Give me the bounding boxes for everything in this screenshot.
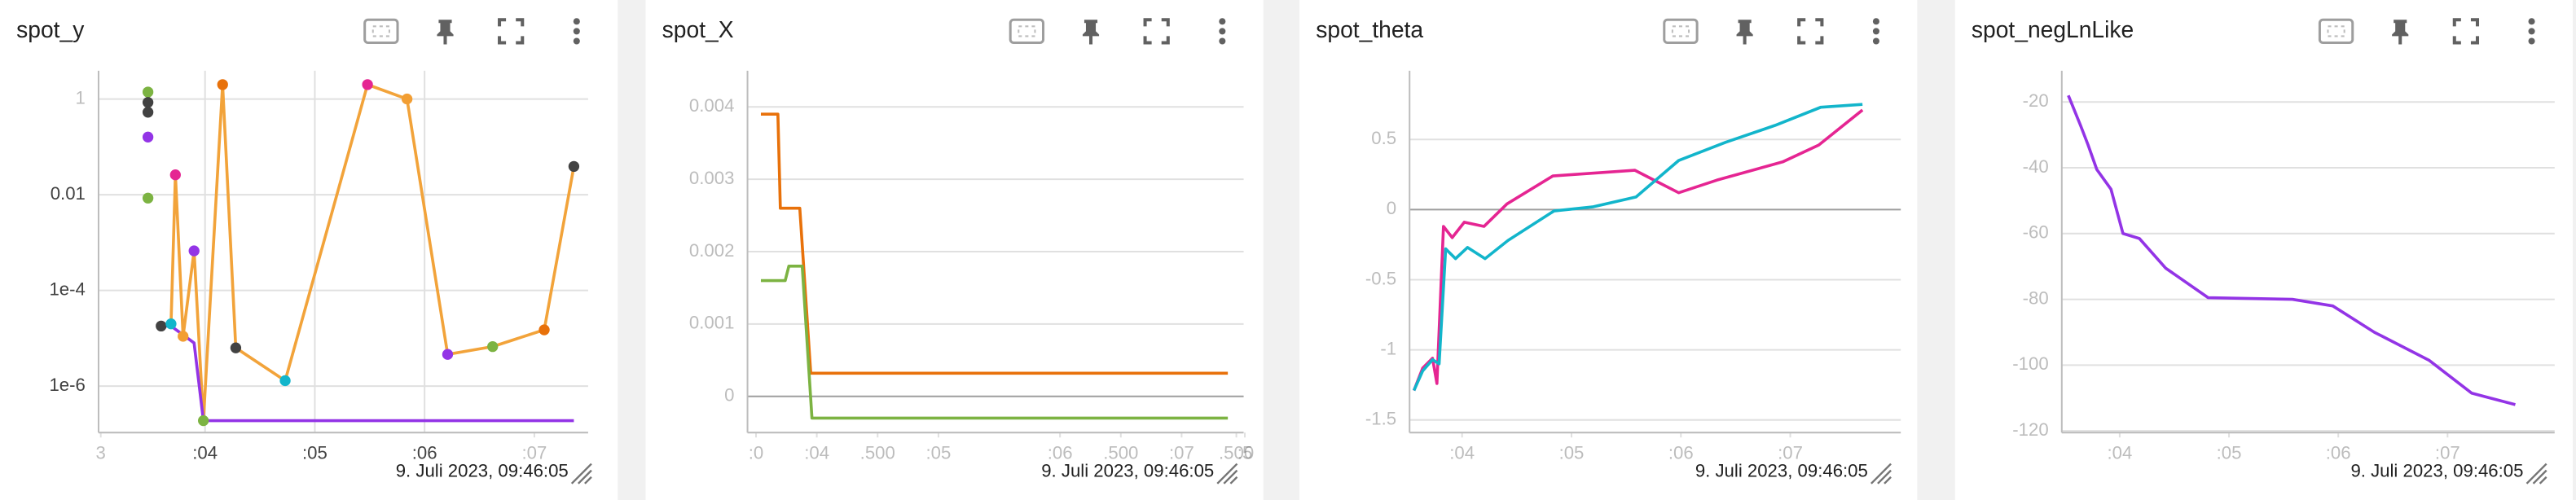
chart-card: spot_y 1 0.01 1e-4 1e-6 3 :04 :05 :06 :079. Juli … — [0, 0, 618, 500]
series-line — [1412, 103, 1863, 392]
y-tick-label: 0.001 — [689, 313, 734, 333]
y-tick-label: -40 — [2023, 156, 2049, 177]
x-tick-label: :05 — [1559, 442, 1585, 463]
series-line — [760, 112, 1229, 375]
x-tick-label: :04 — [1449, 442, 1475, 463]
x-tick-label: :05 — [925, 442, 951, 463]
data-point — [442, 349, 454, 360]
y-tick-label: -0.5 — [1365, 268, 1396, 288]
x-tick-label: :06 — [412, 442, 437, 463]
data-point — [165, 318, 177, 330]
card-background — [1954, 0, 2573, 500]
y-tick-label: 1 — [76, 87, 86, 107]
card-background — [0, 0, 618, 500]
data-point — [362, 79, 373, 90]
more-menu-button[interactable] — [1872, 18, 1879, 45]
timestamp-label: 9. Juli 2023, 09:46:05 — [1041, 461, 1214, 481]
data-point — [217, 79, 228, 90]
chart-card: spot_X 0.004 0.003 0.002 0.001 0 :0 :04 .500 :05:… — [645, 0, 1264, 500]
x-tick-label: :5 — [1237, 442, 1253, 463]
data-point — [188, 245, 200, 257]
x-tick-label: :06 — [1048, 442, 1073, 463]
y-tick-label: -80 — [2023, 287, 2049, 308]
data-point — [279, 375, 291, 387]
y-tick-label: 0 — [1387, 198, 1396, 218]
data-point — [169, 169, 181, 181]
x-tick-label: 3 — [96, 442, 106, 463]
chart-card: spot_negLnLike -20 -40 -60 -80 -100 -120 :04 :05… — [1954, 0, 2573, 500]
data-point — [230, 342, 242, 353]
timestamp-label: 9. Juli 2023, 09:46:05 — [396, 461, 569, 481]
data-point — [487, 340, 499, 353]
x-tick-label: .500 — [1103, 442, 1138, 463]
x-tick-label: :07 — [1169, 442, 1194, 463]
x-tick-label: :05 — [302, 442, 327, 463]
timestamp-label: 9. Juli 2023, 09:46:05 — [1695, 461, 1868, 481]
x-tick-label: :06 — [1668, 442, 1694, 463]
y-tick-label: 0.01 — [51, 183, 86, 204]
card-background — [1299, 0, 1918, 500]
data-point — [538, 324, 550, 336]
y-tick-label: 0.5 — [1371, 128, 1396, 148]
chart-title: spot_X — [662, 16, 734, 42]
card-background — [645, 0, 1264, 500]
y-tick-label: -60 — [2023, 222, 2049, 243]
data-point — [401, 93, 413, 105]
data-point — [142, 192, 154, 204]
data-point — [142, 86, 154, 98]
x-tick-label: :05 — [2217, 442, 2242, 463]
series-line — [760, 264, 1229, 420]
y-tick-label: 1e-4 — [49, 279, 85, 299]
more-menu-button[interactable] — [573, 18, 580, 45]
timestamp-label: 9. Juli 2023, 09:46:05 — [2350, 461, 2523, 481]
data-point — [178, 331, 189, 342]
y-tick-label: -1.5 — [1365, 409, 1396, 429]
data-point — [198, 414, 209, 427]
chart-title: spot_theta — [1316, 16, 1423, 42]
x-tick-label: :04 — [804, 442, 829, 463]
x-tick-label: :07 — [2435, 442, 2460, 463]
x-tick-label: :06 — [2326, 442, 2351, 463]
y-tick-label: 0 — [724, 385, 734, 406]
chart-card: spot_theta 0.5 0 -0.5 -1 -1.5 :04 :05 :06 :079. J… — [1299, 0, 1918, 500]
chart-title: spot_y — [16, 16, 85, 42]
series-line — [2067, 94, 2516, 406]
x-tick-label: :07 — [1778, 442, 1803, 463]
y-tick-label: -100 — [2012, 353, 2048, 374]
y-tick-label: -120 — [2012, 419, 2048, 440]
chart-title: spot_negLnLike — [1972, 16, 2134, 42]
data-point — [142, 107, 154, 118]
x-tick-label: :04 — [192, 442, 218, 463]
x-tick-label: :07 — [522, 442, 547, 463]
x-tick-label: .500 — [860, 442, 895, 463]
x-tick-label: :0 — [749, 442, 764, 463]
y-tick-label: 0.002 — [689, 240, 734, 261]
more-menu-button[interactable] — [1219, 18, 1226, 45]
y-tick-label: -1 — [1380, 338, 1396, 358]
series-line — [1412, 108, 1864, 392]
x-tick-label: :04 — [2107, 442, 2132, 463]
series-line — [169, 83, 576, 423]
y-tick-label: 0.004 — [689, 95, 734, 116]
y-tick-label: 1e-6 — [49, 375, 85, 395]
y-tick-label: -20 — [2023, 90, 2049, 111]
data-point — [568, 160, 580, 173]
data-point — [142, 97, 154, 108]
y-tick-label: 0.003 — [689, 168, 734, 188]
x-tick-label: .500 — [1219, 442, 1254, 463]
more-menu-button[interactable] — [2528, 18, 2535, 45]
data-point — [142, 131, 154, 143]
data-point — [156, 320, 167, 332]
